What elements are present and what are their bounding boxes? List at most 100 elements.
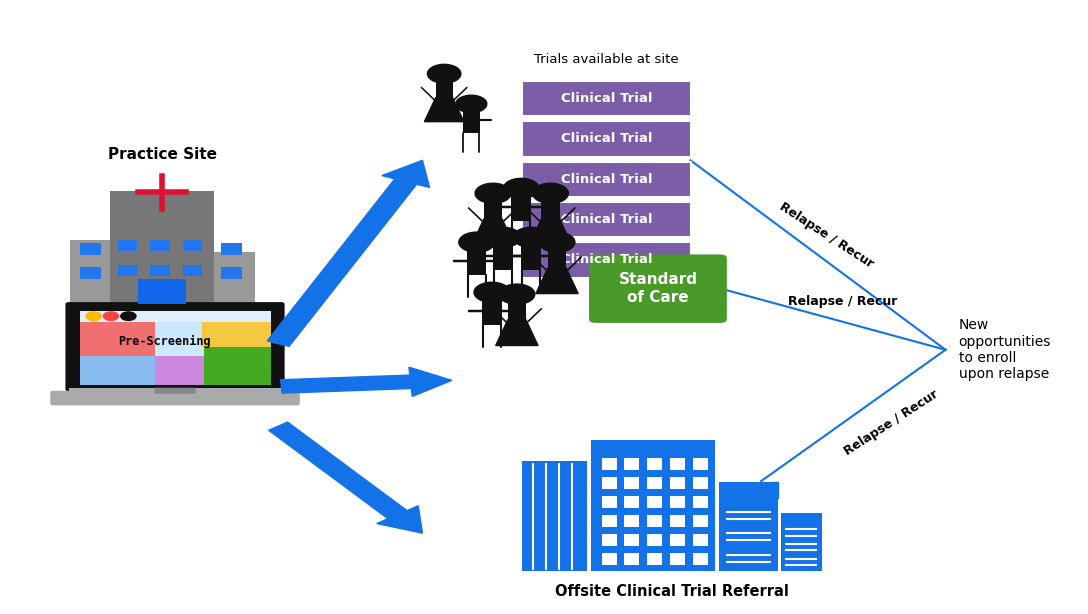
FancyBboxPatch shape [522,81,691,116]
Text: Practice Site: Practice Site [108,147,217,161]
Circle shape [459,232,495,252]
FancyBboxPatch shape [493,244,512,270]
FancyBboxPatch shape [602,477,617,489]
FancyBboxPatch shape [670,477,685,489]
FancyBboxPatch shape [589,254,727,323]
FancyBboxPatch shape [670,458,685,470]
FancyBboxPatch shape [79,267,101,279]
FancyBboxPatch shape [435,82,453,98]
FancyBboxPatch shape [118,265,137,276]
FancyBboxPatch shape [183,240,202,251]
Text: Offsite Clinical Trial Referral: Offsite Clinical Trial Referral [555,585,789,599]
FancyBboxPatch shape [522,461,588,571]
FancyBboxPatch shape [156,356,205,385]
FancyBboxPatch shape [670,534,685,546]
FancyBboxPatch shape [647,534,663,546]
Circle shape [121,312,136,321]
FancyBboxPatch shape [693,458,708,470]
FancyBboxPatch shape [138,279,186,304]
FancyBboxPatch shape [625,534,640,546]
Text: New
opportunities
to enroll
upon relapse: New opportunities to enroll upon relapse [959,319,1051,381]
FancyBboxPatch shape [521,244,541,270]
FancyBboxPatch shape [602,496,617,508]
Text: Clinical Trial: Clinical Trial [560,254,652,266]
Text: Relapse / Recur: Relapse / Recur [777,200,876,270]
Polygon shape [496,320,539,346]
Circle shape [456,95,486,113]
Text: Trials available at site: Trials available at site [534,53,679,66]
FancyBboxPatch shape [522,161,691,197]
FancyBboxPatch shape [508,303,526,320]
FancyBboxPatch shape [625,477,640,489]
FancyBboxPatch shape [205,347,271,385]
Circle shape [514,227,548,247]
FancyBboxPatch shape [50,391,300,405]
Polygon shape [530,219,571,244]
FancyBboxPatch shape [221,243,243,255]
FancyBboxPatch shape [221,267,243,279]
FancyBboxPatch shape [602,458,617,470]
FancyBboxPatch shape [693,553,708,565]
FancyBboxPatch shape [647,458,663,470]
FancyBboxPatch shape [154,387,196,394]
FancyBboxPatch shape [79,322,156,356]
FancyBboxPatch shape [462,111,480,133]
Circle shape [475,183,511,203]
FancyBboxPatch shape [670,515,685,527]
Text: Clinical Trial: Clinical Trial [560,173,652,186]
FancyBboxPatch shape [484,203,502,219]
Text: Clinical Trial: Clinical Trial [560,133,652,146]
FancyBboxPatch shape [150,265,170,276]
FancyBboxPatch shape [511,196,531,222]
FancyBboxPatch shape [693,496,708,508]
FancyBboxPatch shape [647,515,663,527]
FancyBboxPatch shape [69,387,282,394]
FancyBboxPatch shape [625,515,640,527]
FancyBboxPatch shape [719,483,778,571]
FancyBboxPatch shape [780,513,821,571]
Polygon shape [268,160,430,346]
FancyBboxPatch shape [118,240,137,251]
FancyBboxPatch shape [693,515,708,527]
Polygon shape [472,219,515,244]
Polygon shape [269,422,422,533]
FancyBboxPatch shape [522,121,691,157]
FancyBboxPatch shape [79,311,271,385]
FancyBboxPatch shape [70,305,255,316]
Text: Relapse / Recur: Relapse / Recur [788,295,898,308]
FancyBboxPatch shape [625,458,640,470]
Text: Clinical Trial: Clinical Trial [560,213,652,226]
FancyBboxPatch shape [150,240,170,251]
FancyBboxPatch shape [548,251,566,268]
FancyBboxPatch shape [625,496,640,508]
Circle shape [504,178,540,198]
FancyBboxPatch shape [602,534,617,546]
FancyBboxPatch shape [542,203,559,219]
FancyBboxPatch shape [591,440,716,571]
Circle shape [533,183,568,203]
Text: Standard
of Care: Standard of Care [618,273,697,305]
FancyBboxPatch shape [110,191,214,304]
FancyBboxPatch shape [693,477,708,489]
FancyBboxPatch shape [79,356,175,385]
Polygon shape [424,98,463,122]
Circle shape [499,284,535,305]
FancyBboxPatch shape [214,252,256,304]
FancyBboxPatch shape [467,249,486,275]
FancyBboxPatch shape [647,477,663,489]
Circle shape [540,232,574,252]
FancyBboxPatch shape [625,553,640,565]
FancyBboxPatch shape [670,553,685,565]
Circle shape [86,312,101,321]
Text: Pre-Screening: Pre-Screening [118,335,210,348]
Circle shape [103,312,119,321]
Polygon shape [769,483,778,498]
FancyBboxPatch shape [79,311,271,322]
Polygon shape [281,367,452,397]
FancyBboxPatch shape [522,202,691,238]
FancyBboxPatch shape [647,553,663,565]
FancyBboxPatch shape [70,239,111,304]
Circle shape [485,227,521,247]
FancyBboxPatch shape [602,553,617,565]
FancyBboxPatch shape [79,243,101,255]
